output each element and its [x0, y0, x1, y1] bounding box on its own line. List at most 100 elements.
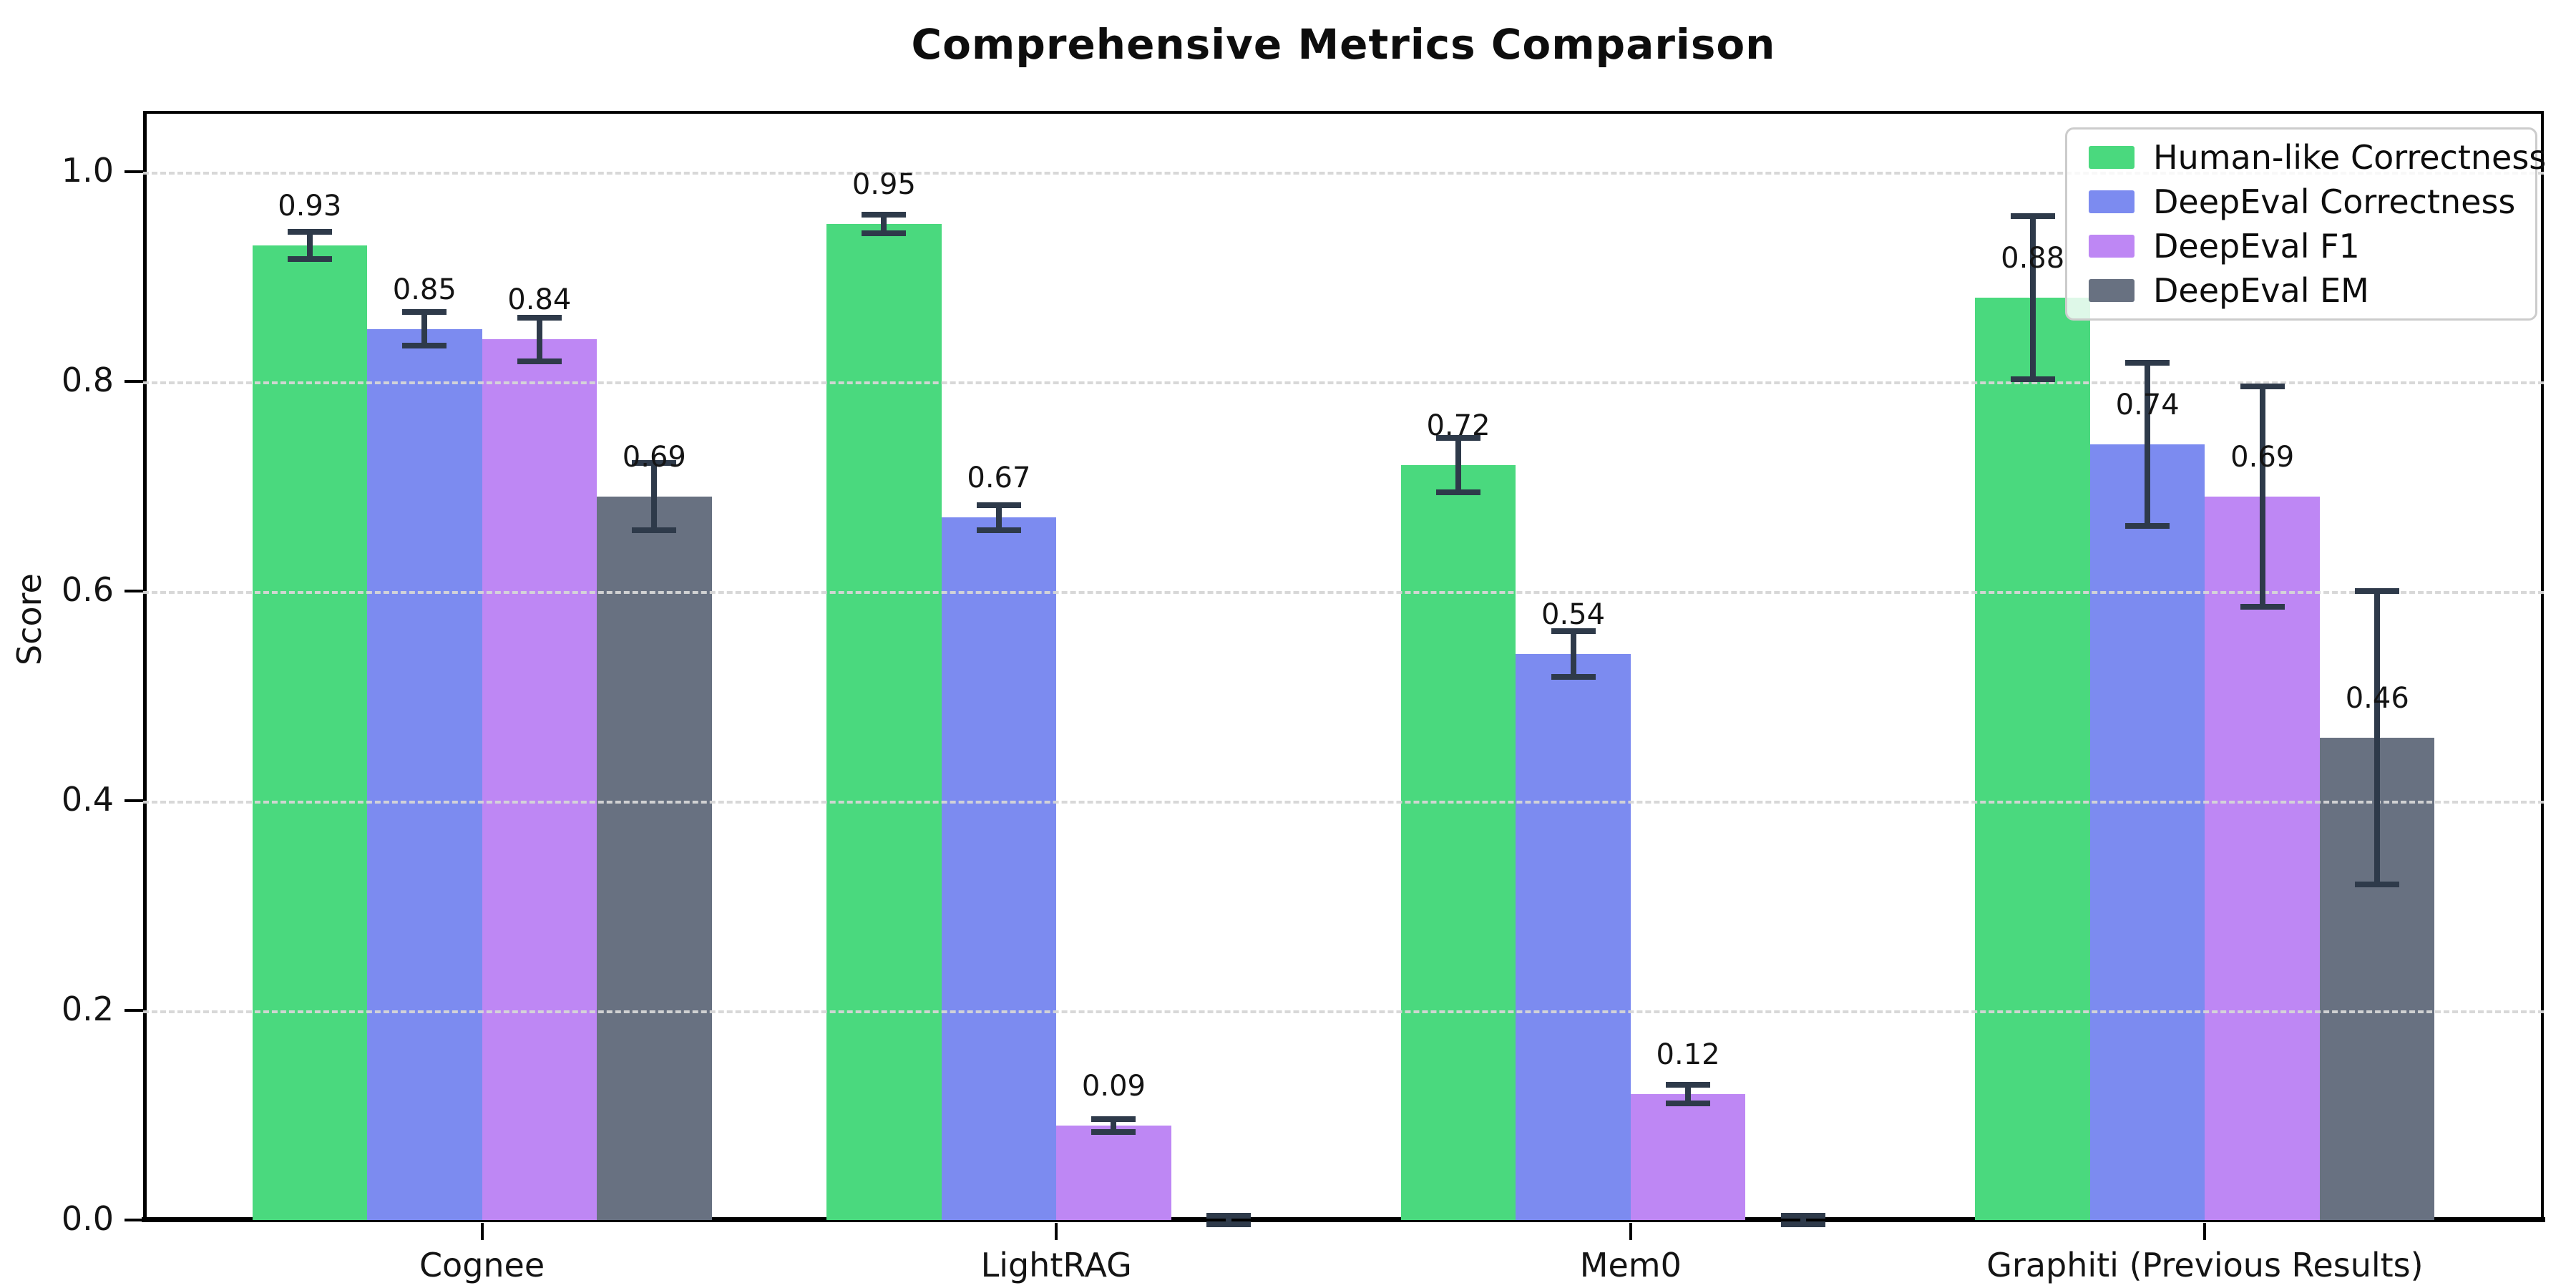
error-bar-cap	[1551, 628, 1596, 634]
bar-value-label: 0.85	[392, 273, 457, 306]
bar	[1630, 1094, 1746, 1220]
error-bar-line	[2029, 215, 2036, 380]
error-bar-line	[2374, 591, 2381, 885]
error-bar-cap	[1091, 1116, 1136, 1123]
error-bar-cap	[2240, 384, 2285, 390]
error-bar-cap	[2010, 213, 2055, 219]
legend-item: DeepEval EM	[2067, 271, 2535, 310]
error-bar-cap	[976, 502, 1021, 508]
y-axis-tick	[125, 170, 143, 173]
legend-label: DeepEval Correctness	[2153, 182, 2516, 221]
chart-title: Comprehensive Metrics Comparison	[911, 20, 1776, 69]
legend-label: DeepEval F1	[2153, 227, 2360, 265]
bar-value-label: 0.54	[1541, 597, 1606, 631]
error-bar-cap	[1780, 1213, 1825, 1219]
bar	[826, 224, 942, 1220]
bar-value-label: 0.93	[278, 189, 342, 223]
error-bar-cap	[402, 343, 447, 349]
x-axis-tick	[1629, 1223, 1632, 1240]
error-bar-cap	[2355, 588, 2400, 594]
bar-value-label: 0.12	[1656, 1038, 1720, 1072]
bar	[1056, 1126, 1171, 1220]
legend-label: DeepEval EM	[2153, 271, 2369, 310]
y-tick-label: 0.6	[61, 570, 114, 609]
x-tick-label: Cognee	[419, 1246, 545, 1284]
error-bar-cap	[1666, 1101, 1711, 1107]
error-bar-line	[1570, 630, 1576, 678]
y-tick-label: 0.4	[61, 780, 114, 819]
bar-value-label: 0.84	[507, 283, 572, 317]
bar-value-label: 0.95	[852, 168, 916, 202]
error-bar-cap	[402, 309, 447, 316]
legend-swatch	[2089, 190, 2135, 213]
error-bar-line	[421, 312, 428, 346]
x-axis-tick	[1055, 1223, 1058, 1240]
bar-value-label: 0.09	[1081, 1070, 1146, 1103]
legend-item: Human-like Correctness	[2067, 138, 2546, 177]
bar	[482, 339, 597, 1220]
error-bar-cap	[976, 527, 1021, 534]
bar	[1516, 653, 1631, 1220]
error-bar-cap	[287, 255, 332, 262]
error-bar-line	[536, 317, 542, 362]
legend-item: DeepEval Correctness	[2067, 182, 2535, 221]
error-bar-cap	[632, 460, 677, 467]
error-bar-cap	[287, 228, 332, 235]
x-tick-label: Graphiti (Previous Results)	[1986, 1246, 2424, 1284]
y-tick-label: 1.0	[61, 151, 114, 190]
axis-spine-right	[2541, 111, 2544, 1220]
bar-value-label: 0.69	[2230, 441, 2295, 474]
gridline	[143, 801, 2544, 804]
legend-item: DeepEval F1	[2067, 227, 2535, 265]
error-bar-cap	[1206, 1213, 1251, 1219]
plot-area: 0.93 0.95 0.72 0.88 0.85 0.67 0.54 0.74 0.84 0.09…	[142, 111, 2545, 1227]
y-axis-tick	[125, 590, 143, 592]
y-tick-label: 0.8	[61, 361, 114, 399]
x-axis-tick	[2203, 1223, 2207, 1240]
error-bar-cap	[1091, 1128, 1136, 1135]
y-axis-tick	[125, 380, 143, 383]
bar-value-label: 0.67	[967, 462, 1031, 495]
bar	[252, 245, 368, 1220]
bar	[1975, 297, 2090, 1220]
x-tick-label: LightRAG	[980, 1246, 1132, 1284]
y-tick-label: 0.0	[61, 1199, 114, 1238]
error-bar-cap	[1666, 1082, 1711, 1088]
gridline	[143, 1010, 2544, 1013]
error-bar-line	[1800, 1216, 1806, 1224]
legend-swatch	[2089, 279, 2135, 302]
error-bar-cap	[1436, 435, 1481, 441]
error-bar-cap	[2240, 603, 2285, 610]
error-bar-cap	[632, 527, 677, 534]
axis-spine-bottom	[142, 1217, 2545, 1222]
error-bar-cap	[2125, 523, 2170, 530]
bar-value-label: 0.46	[2345, 682, 2409, 716]
legend-label: Human-like Correctness	[2153, 138, 2547, 177]
bar	[367, 328, 482, 1220]
error-bar-line	[1455, 438, 1462, 493]
error-bar-line	[2259, 386, 2265, 607]
y-tick-label: 0.2	[61, 990, 114, 1028]
error-bar-cap	[862, 212, 907, 218]
error-bar-cap	[1780, 1221, 1825, 1227]
error-bar-cap	[862, 230, 907, 237]
x-axis-tick	[480, 1223, 484, 1240]
bar-value-label: 0.88	[2001, 241, 2065, 275]
bar	[597, 497, 712, 1220]
error-bar-line	[881, 215, 887, 234]
error-bar-cap	[1206, 1221, 1251, 1227]
bar-value-label: 0.69	[622, 441, 686, 474]
error-bar-line	[995, 504, 1002, 531]
error-bar-line	[1111, 1119, 1117, 1132]
x-tick-label: Mem0	[1579, 1246, 1682, 1284]
error-bar-cap	[517, 358, 562, 365]
error-bar-cap	[517, 314, 562, 321]
bar-value-label: 0.72	[1426, 409, 1491, 443]
legend-swatch	[2089, 235, 2135, 258]
bar	[1400, 465, 1516, 1220]
error-bar-line	[306, 231, 313, 259]
error-bar-cap	[2125, 359, 2170, 366]
error-bar-cap	[1436, 489, 1481, 496]
legend: Human-like Correctness DeepEval Correctne…	[2065, 127, 2546, 321]
